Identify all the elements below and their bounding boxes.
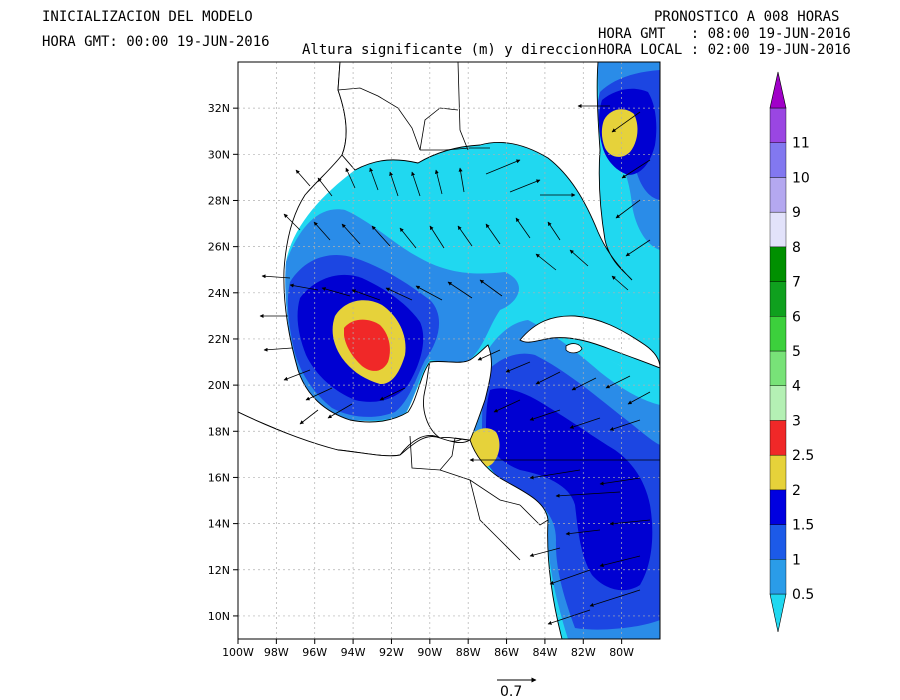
- map-frame: [237, 61, 661, 640]
- colorbar-swatch: [769, 489, 787, 525]
- colorbar-label: 5: [792, 344, 801, 360]
- colorbar-low-triangle: [769, 593, 787, 633]
- y-tick-label: 18N: [208, 425, 230, 438]
- colorbar-label: 6: [792, 309, 801, 325]
- x-tick-label: 84W: [532, 646, 557, 659]
- isla-juventud-land: [565, 343, 583, 354]
- atlantic-2_5m-core: [601, 109, 638, 157]
- colorbar-label: 4: [792, 379, 801, 395]
- colorbar-swatch: [769, 524, 787, 560]
- colorbar-swatch: [769, 420, 787, 456]
- colorbar-high-triangle: [769, 71, 787, 109]
- colorbar-label: 11: [792, 136, 810, 152]
- colorbar-label: 8: [792, 240, 801, 256]
- vector-scale-label: 0.7: [500, 684, 522, 700]
- forecast-local-time: HORA LOCAL : 02:00 19-JUN-2016: [598, 42, 851, 58]
- gulf-3m-core: [344, 319, 390, 371]
- x-tick-label: 92W: [379, 646, 404, 659]
- y-axis-ticks: 32N 30N 28N 26N 24N 22N 20N 18N 16N 14N 12N 10N: [208, 102, 238, 623]
- y-tick-label: 22N: [208, 333, 230, 346]
- colorbar-label: 0.5: [792, 587, 814, 603]
- init-time: HORA GMT: 00:00 19-JUN-2016: [42, 34, 270, 50]
- map-title: Altura significante (m) y direccion: [302, 42, 598, 58]
- colorbar-swatch: [769, 107, 787, 143]
- y-tick-label: 12N: [208, 564, 230, 577]
- x-tick-label: 86W: [494, 646, 519, 659]
- country-borders: [337, 62, 549, 561]
- caribbean-2m-band: [486, 388, 653, 591]
- colorbar-label: 1.5: [792, 518, 814, 534]
- colorbar-label: 7: [792, 275, 801, 291]
- colorbar-label: 3: [792, 413, 801, 429]
- colorbar-swatch: [769, 559, 787, 595]
- graticule: [238, 62, 660, 639]
- usa-land: [337, 62, 633, 281]
- y-tick-label: 30N: [208, 148, 230, 161]
- y-tick-label: 16N: [208, 471, 230, 484]
- y-tick-label: 20N: [208, 379, 230, 392]
- colorbar-label: 10: [792, 170, 810, 186]
- x-tick-label: 90W: [417, 646, 442, 659]
- forecast-title: PRONOSTICO A 008 HORAS: [654, 9, 840, 25]
- wave-direction-vectors: [259, 104, 660, 625]
- y-tick-label: 26N: [208, 241, 230, 254]
- colorbar-label: 2.5: [792, 448, 814, 464]
- colorbar-swatch: [769, 177, 787, 213]
- init-title: INICIALIZACION DEL MODELO: [42, 9, 253, 25]
- colorbar-swatch: [769, 454, 787, 491]
- colorbar-swatch: [769, 385, 787, 421]
- forecast-gmt-time: HORA GMT : 08:00 19-JUN-2016: [598, 26, 851, 42]
- colorbar-label: 1: [792, 552, 801, 568]
- x-tick-label: 80W: [609, 646, 634, 659]
- colorbar-label: 2: [792, 483, 801, 499]
- central-america-land: [238, 411, 563, 639]
- x-tick-label: 98W: [264, 646, 289, 659]
- x-tick-label: 88W: [456, 646, 481, 659]
- y-tick-label: 28N: [208, 194, 230, 207]
- y-tick-label: 14N: [208, 518, 230, 531]
- y-tick-label: 24N: [208, 287, 230, 300]
- yucatan-land: [423, 344, 492, 441]
- colorbar-label: 9: [792, 205, 801, 221]
- x-tick-label: 94W: [341, 646, 366, 659]
- colorbar-swatch: [769, 246, 787, 282]
- colorbar-swatch: [769, 281, 787, 317]
- colorbar: 0.5 1 1.5 2 2.5 3 4 5 6 7 8 9 10 11: [769, 71, 814, 633]
- y-tick-label: 10N: [208, 610, 230, 623]
- vector-scale: 0.7: [497, 677, 537, 700]
- y-tick-label: 32N: [208, 102, 230, 115]
- colorbar-swatch: [769, 142, 787, 178]
- x-tick-label: 96W: [302, 646, 327, 659]
- colorbar-swatch: [769, 211, 787, 248]
- x-axis-ticks: 100W 98W 96W 94W 92W 90W 88W 86W 84W 82W 80W: [222, 639, 634, 659]
- colorbar-swatch: [769, 316, 787, 352]
- x-tick-label: 100W: [222, 646, 254, 659]
- x-tick-label: 82W: [571, 646, 596, 659]
- colorbar-swatch: [769, 350, 787, 386]
